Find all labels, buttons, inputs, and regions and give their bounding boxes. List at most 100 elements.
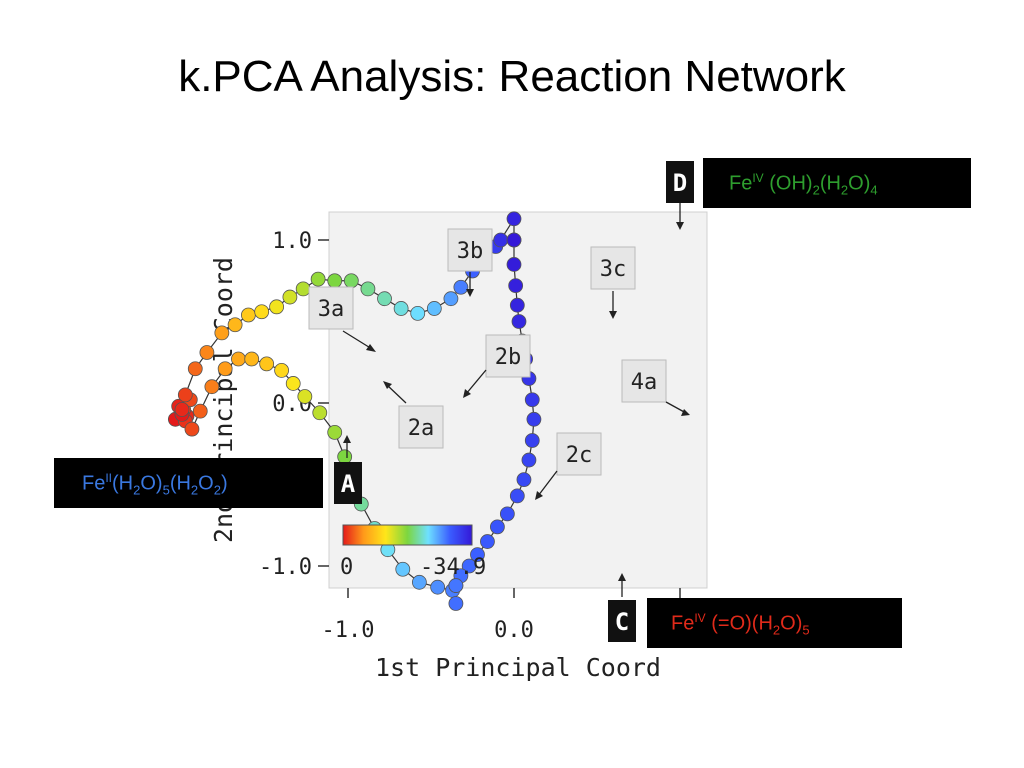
label-box [666, 161, 694, 203]
data-point [285, 376, 301, 391]
arrow-head [343, 435, 351, 443]
data-point [377, 291, 392, 307]
data-point [192, 403, 208, 419]
label-box [608, 600, 636, 642]
data-point [174, 402, 190, 417]
data-point [177, 387, 193, 403]
label-text: 4a [631, 370, 658, 395]
data-point [443, 291, 459, 307]
point-label-3b: 3b [447, 228, 493, 272]
data-point [506, 211, 522, 227]
data-point [524, 433, 540, 448]
data-point [310, 271, 326, 287]
arrow-head [681, 409, 690, 416]
data-point [312, 405, 328, 421]
species-label-d: FeIV (OH)2(H2O)4 [703, 158, 971, 208]
label-text: 2b [495, 345, 522, 370]
label-box [308, 286, 354, 330]
arrow-line [465, 369, 487, 395]
data-point [506, 257, 522, 272]
data-point [411, 574, 427, 590]
data-point [217, 361, 233, 377]
point-label-3c: 3c [590, 246, 636, 290]
label-box [334, 462, 362, 504]
data-point [426, 301, 442, 316]
data-point [199, 345, 215, 360]
data-point [327, 273, 343, 289]
data-point [453, 279, 469, 295]
label-text: C [615, 608, 629, 636]
point-label-2c: 2c [556, 432, 602, 476]
species-label-a: FeII(H2O)5(H2O2) [54, 458, 323, 508]
arrow-line [386, 384, 407, 404]
label-box [590, 246, 636, 290]
data-point [269, 299, 285, 315]
label-box [398, 405, 444, 449]
data-point [508, 278, 524, 294]
y-tick-label: 1.0 [272, 229, 312, 254]
colorbar [342, 524, 473, 546]
label-text: 3c [600, 257, 627, 282]
data-point [499, 506, 515, 522]
arrow-head [676, 222, 684, 230]
data-point [187, 361, 203, 377]
data-point [395, 561, 411, 577]
arrow-head [466, 289, 474, 297]
y-tick-label: -1.0 [259, 555, 312, 580]
data-point [214, 325, 230, 341]
slide-title: k.PCA Analysis: Reaction Network [178, 52, 846, 101]
label-text: 3a [318, 297, 345, 322]
colorbar-max-label: -34.9 [420, 555, 486, 580]
data-point [506, 232, 522, 248]
point-label-4a: 4a [621, 359, 667, 403]
x-tick-label: 0.0 [494, 618, 534, 643]
species-formula: FeIV (=O)(H2O)5 [671, 611, 810, 638]
arrow-head [463, 389, 471, 398]
arrow-head [535, 491, 543, 500]
data-point [240, 307, 256, 323]
data-point [526, 411, 542, 427]
label-box [485, 334, 531, 378]
data-point [509, 488, 525, 504]
data-point [259, 356, 275, 372]
data-point [493, 232, 509, 248]
x-axis-title: 1st Principal Coord [375, 653, 661, 682]
label-box [556, 432, 602, 476]
label-box [621, 359, 667, 403]
label-text: 3b [457, 239, 484, 264]
data-point [410, 305, 426, 321]
arrow-head [383, 381, 392, 389]
data-point [461, 558, 477, 574]
point-label-2b: 2b [485, 334, 531, 378]
data-point [295, 281, 311, 297]
data-point [393, 301, 409, 316]
arrow-line [342, 330, 373, 350]
species-formula: FeIV (OH)2(H2O)4 [729, 171, 878, 198]
colorbar-min-label: 0 [340, 555, 353, 580]
label-text: 2a [408, 416, 435, 441]
data-point [337, 449, 353, 465]
arrow-head [618, 573, 626, 581]
label-text: A [341, 470, 356, 498]
endpoint-label-a: A [334, 462, 362, 504]
point-label-3a: 3a [308, 286, 354, 330]
species-formula: FeII(H2O)5(H2O2) [82, 471, 228, 498]
data-point [360, 281, 376, 297]
data-point [489, 519, 505, 535]
data-point [343, 273, 359, 289]
data-point [521, 452, 537, 468]
x-tick-label: -1.0 [322, 618, 375, 643]
data-point [231, 351, 246, 367]
label-box [447, 228, 493, 272]
data-point [297, 389, 313, 404]
data-point [430, 579, 446, 595]
data-point [244, 351, 260, 367]
point-label-2a: 2a [398, 405, 444, 449]
data-point [227, 317, 243, 333]
data-point [274, 362, 290, 378]
data-point [282, 289, 298, 305]
data-point [204, 379, 220, 395]
data-point [470, 547, 485, 562]
data-point [448, 578, 464, 593]
